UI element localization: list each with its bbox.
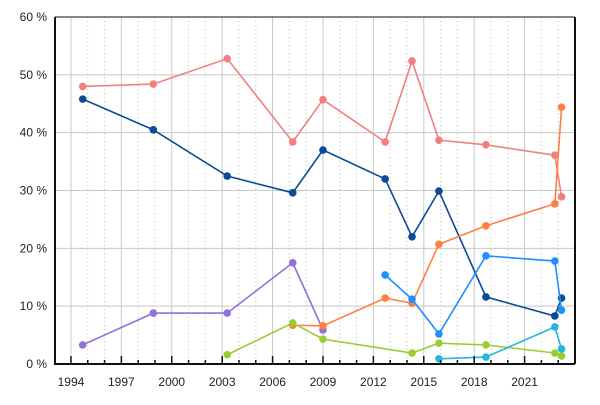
data-point-cyan: [435, 354, 443, 363]
x-tick-label: 2000: [158, 375, 185, 389]
data-point-cyan: [551, 323, 559, 331]
data-point-purple: [288, 258, 297, 267]
axes: 1994 1997 2000 2003 2006 2009 2012 2015 2018 2021…: [20, 10, 576, 389]
data-point-pink: [381, 138, 389, 146]
data-point-pink: [319, 95, 327, 104]
data-point-green: [482, 341, 490, 349]
data-point-pink: [408, 57, 416, 65]
data-point-pink: [482, 141, 490, 149]
data-point-orange: [381, 294, 389, 302]
data-point-dark-blue: [319, 146, 327, 154]
data-point-dark-blue: [408, 232, 416, 241]
series-orange: [288, 103, 566, 330]
x-tick-label: 2006: [259, 375, 286, 389]
data-point-pink: [288, 138, 297, 146]
series-cyan: [435, 323, 566, 363]
y-tick-label: 20 %: [20, 241, 48, 255]
data-point-orange: [557, 103, 566, 112]
data-point-pink: [551, 151, 559, 160]
data-point-orange: [482, 221, 490, 230]
data-point-cyan: [557, 345, 566, 353]
data-point-green: [288, 319, 297, 327]
data-point-dark-blue: [149, 125, 158, 134]
series-line-blue: [384, 255, 563, 336]
x-tick-label: 1997: [108, 375, 135, 389]
series-blue: [381, 252, 566, 338]
y-tick-label: 30 %: [20, 184, 48, 198]
data-point-green: [319, 335, 327, 343]
data-point-green: [223, 350, 232, 359]
data-point-blue: [408, 295, 416, 304]
data-point-purple: [78, 341, 87, 349]
data-point-pink: [223, 54, 232, 63]
x-tick-label: 2021: [511, 375, 538, 389]
data-point-dark-blue: [381, 175, 389, 183]
data-point-blue: [551, 257, 559, 265]
series-group: [78, 54, 566, 363]
data-point-pink: [78, 82, 87, 91]
series-line-green: [226, 322, 562, 357]
y-tick-label: 60 %: [20, 10, 48, 24]
series-line-orange: [292, 107, 563, 327]
data-point-pink: [149, 80, 158, 88]
x-tick-label: 2003: [209, 375, 236, 389]
series-purple: [78, 258, 327, 349]
data-point-dark-blue: [288, 189, 297, 197]
x-tick-label: 1994: [58, 375, 85, 389]
data-point-pink: [557, 193, 566, 201]
series-line-cyan: [438, 325, 563, 360]
data-point-dark-blue: [482, 293, 490, 301]
data-point-dark-blue: [78, 95, 87, 103]
data-point-dark-blue: [223, 172, 232, 180]
data-point-green: [551, 349, 559, 357]
x-tick-label: 2012: [360, 375, 387, 389]
data-point-orange: [551, 200, 559, 208]
data-point-green: [557, 352, 566, 360]
data-point-orange: [435, 240, 443, 249]
data-point-green: [408, 349, 416, 357]
data-point-green: [435, 339, 443, 347]
data-point-blue: [381, 271, 389, 279]
series-line-purple: [82, 261, 324, 346]
y-tick-label: 50 %: [20, 68, 48, 82]
y-tick-label: 10 %: [20, 299, 48, 313]
series-pink: [78, 54, 566, 201]
data-point-cyan: [482, 353, 490, 361]
y-tick-label: 0 %: [26, 357, 47, 371]
data-point-blue: [557, 306, 566, 315]
data-point-pink: [435, 136, 443, 144]
series-dark-blue: [78, 95, 566, 320]
data-point-blue: [435, 330, 443, 338]
data-point-blue: [482, 252, 490, 260]
data-point-orange: [319, 322, 327, 330]
y-tick-label: 40 %: [20, 126, 48, 140]
data-point-purple: [223, 309, 232, 317]
x-tick-label: 2009: [310, 375, 337, 389]
data-point-dark-blue: [435, 187, 443, 195]
data-point-dark-blue: [551, 312, 559, 320]
x-tick-label: 2018: [461, 375, 488, 389]
x-tick-label: 2015: [410, 375, 437, 389]
series-green: [223, 319, 566, 360]
data-point-purple: [149, 309, 158, 317]
